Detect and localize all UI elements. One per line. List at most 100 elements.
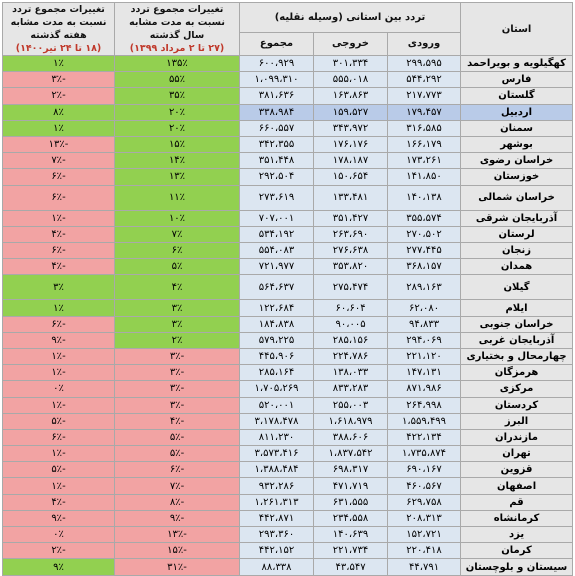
province-cell: یزد: [460, 526, 574, 544]
total-cell: ۳،۱۷۸،۴۷۸: [238, 412, 315, 430]
exit-cell: ۱۴۰،۶۳۹: [313, 526, 389, 544]
header-exit: خروجی: [313, 31, 389, 57]
table-row: آذربایجان شرقی ۳۵۵،۵۷۴ ۳۵۱،۴۲۷ ۷۰۷،۰۰۱ ۱۰٪ -۱…: [2, 209, 574, 227]
province-cell: اردبیل: [460, 103, 574, 121]
weekly-change-cell: ۰٪: [2, 380, 115, 398]
header-traffic: تردد بین استانی (وسیله نقلیه): [238, 2, 462, 33]
weekly-change-cell: -۹٪: [2, 509, 115, 528]
total-cell: ۳۸۱،۶۳۶: [238, 87, 315, 105]
exit-cell: ۱،۶۱۸،۹۷۹: [313, 412, 389, 430]
table-row: چهارمحال و بختیاری ۲۲۱،۱۲۰ ۲۲۴،۷۸۶ ۴۴۵،۹۰۶-…: [2, 347, 574, 366]
total-cell: ۱،۲۶۱،۳۱۳: [238, 493, 315, 511]
province-cell: مرکزی: [460, 380, 574, 398]
entry-cell: ۱۷۳،۲۶۱: [387, 152, 462, 170]
province-cell: آذربایجان شرقی: [460, 209, 574, 227]
total-cell: ۴۴۵،۹۰۶: [238, 347, 315, 366]
exit-cell: ۲۵۵،۰۰۳: [313, 396, 389, 414]
total-cell: ۶۰۰،۹۲۹: [238, 54, 315, 73]
total-cell: ۷۲۱،۹۷۷: [238, 258, 315, 276]
yearly-change-cell: ۱۰٪: [114, 209, 240, 227]
weekly-change-cell: ۸٪: [2, 103, 115, 121]
yearly-change-cell: -۵٪: [114, 428, 240, 447]
header-province: استان: [460, 2, 574, 56]
exit-cell: ۱۳۸،۰۳۳: [313, 364, 389, 382]
yearly-change-cell: ۷٪: [114, 225, 240, 243]
province-cell: خراسان شمالی: [460, 184, 574, 211]
exit-cell: ۶۹۸،۳۱۷: [313, 461, 389, 479]
table-row: کرمانشاه ۲۰۸،۳۱۳ ۲۳۴،۵۵۸ ۴۴۲،۸۷۱ -۹٪ -۹٪: [2, 509, 574, 528]
total-cell: ۳۴۲،۳۵۵: [238, 135, 315, 154]
total-cell: ۴۴۲،۱۵۲: [238, 542, 315, 560]
total-cell: ۳،۵۷۳،۴۱۶: [238, 445, 315, 463]
province-cell: تهران: [460, 445, 574, 463]
entry-cell: ۱۵۲،۷۲۱: [387, 526, 462, 544]
entry-cell: ۲۹۹،۵۹۵: [387, 54, 462, 73]
total-cell: ۱،۳۸۸،۴۸۴: [238, 461, 315, 479]
province-cell: لرستان: [460, 225, 574, 243]
province-cell: کهگیلویه و بویراحمد: [460, 54, 574, 73]
table-row: زنجان ۲۷۷،۴۴۵ ۲۷۶،۶۳۸ ۵۵۴،۰۸۳ ۶٪ -۶٪: [2, 241, 574, 260]
entry-cell: ۶۲،۰۸۰: [387, 299, 462, 317]
weekly-change-cell: -۶٪: [2, 241, 115, 260]
total-cell: ۷۰۷،۰۰۱: [238, 209, 315, 227]
exit-cell: ۴۷۱،۷۱۹: [313, 477, 389, 495]
exit-cell: ۲۲۱،۷۳۴: [313, 542, 389, 560]
yearly-change-cell: ۱۳۵٪: [114, 54, 240, 73]
yearly-change-cell: -۳٪: [114, 347, 240, 366]
yearly-change-cell: -۶٪: [114, 461, 240, 479]
exit-cell: ۱۵۰،۶۵۴: [313, 168, 389, 186]
province-cell: کرمانشاه: [460, 509, 574, 528]
total-cell: ۵۲۰،۰۰۱: [238, 396, 315, 414]
entry-cell: ۱۴۱،۸۵۰: [387, 168, 462, 186]
yearly-change-cell: ۲٪: [114, 331, 240, 349]
weekly-change-cell: -۶٪: [2, 168, 115, 186]
entry-cell: ۲۷۰،۵۰۲: [387, 225, 462, 243]
yearly-change-cell: -۷٪: [114, 477, 240, 495]
yearly-change-cell: -۵٪: [114, 445, 240, 463]
province-cell: هرمزگان: [460, 364, 574, 382]
weekly-change-cell: ۹٪: [2, 558, 115, 576]
table-row: مازندران ۴۲۲،۱۳۴ ۳۸۸،۶۰۶ ۸۱۱،۲۳۰ -۵٪ -۶٪: [2, 428, 574, 447]
exit-cell: ۱،۸۳۷،۵۴۲: [313, 445, 389, 463]
table-row: کهگیلویه و بویراحمد ۲۹۹،۵۹۵ ۳۰۱،۳۳۴ ۶۰۰،۹۲۹…: [2, 54, 574, 73]
yearly-change-cell: -۸٪: [114, 493, 240, 511]
table-row: خوزستان ۱۴۱،۸۵۰ ۱۵۰،۶۵۴ ۲۹۲،۵۰۴ ۱۳٪ -۶٪: [2, 168, 574, 186]
weekly-change-cell: -۱۳٪: [2, 135, 115, 154]
weekly-change-cell: -۶٪: [2, 184, 115, 211]
table-row: بوشهر ۱۶۶،۱۷۹ ۱۷۶،۱۷۶ ۳۴۲،۳۵۵ ۱۵٪ -۱۳٪: [2, 135, 574, 154]
exit-cell: ۹۰،۰۰۵: [313, 315, 389, 333]
province-cell: البرز: [460, 412, 574, 430]
exit-cell: ۲۶۳،۶۹۰: [313, 225, 389, 243]
province-cell: قم: [460, 493, 574, 511]
entry-cell: ۲۸۹،۱۶۳: [387, 274, 462, 301]
total-cell: ۲۹۳،۳۶۰: [238, 526, 315, 544]
header-weekly-range: (۱۸ تا ۲۴ تیر۱۴۰۰): [15, 43, 102, 54]
yearly-change-cell: ۵۵٪: [114, 71, 240, 89]
table-row: لرستان ۲۷۰،۵۰۲ ۲۶۳،۶۹۰ ۵۳۴،۱۹۲ ۷٪ -۴٪: [2, 225, 574, 243]
table-row: سیستان و بلوچستان ۴۴،۷۹۱ ۴۳،۵۴۷ ۸۸،۳۳۸ -۳۱٪ ۹…: [2, 558, 574, 576]
province-cell: گیلان: [460, 274, 574, 301]
exit-cell: ۱۷۶،۱۷۶: [313, 135, 389, 154]
table-row: آذربایجان غربی ۲۹۴،۰۶۹ ۲۸۵،۱۵۶ ۵۷۹،۲۲۵ ۲٪ -۹٪: [2, 331, 574, 349]
exit-cell: ۳۸۸،۶۰۶: [313, 428, 389, 447]
province-cell: کردستان: [460, 396, 574, 414]
total-cell: ۱۸۴،۸۳۸: [238, 315, 315, 333]
header-weekly-text: تغییرات مجموع تردد نسبت به مدت مشابه هفت…: [10, 4, 107, 41]
table-row: تهران ۱،۷۳۵،۸۷۴ ۱،۸۳۷،۵۴۲ ۳،۵۷۳،۴۱۶ -۵٪ -۱٪: [2, 445, 574, 463]
total-cell: ۹۳۲،۲۸۶: [238, 477, 315, 495]
province-cell: خوزستان: [460, 168, 574, 186]
entry-cell: ۸۷۱،۹۸۶: [387, 380, 462, 398]
yearly-change-cell: ۶٪: [114, 241, 240, 260]
yearly-change-cell: -۱۳٪: [114, 526, 240, 544]
exit-cell: ۶۳۱،۵۵۵: [313, 493, 389, 511]
exit-cell: ۱۵۹،۵۲۷: [313, 103, 389, 121]
weekly-change-cell: ۳٪: [2, 274, 115, 301]
province-cell: سمنان: [460, 119, 574, 137]
weekly-change-cell: -۱٪: [2, 364, 115, 382]
entry-cell: ۲۰۸،۳۱۳: [387, 509, 462, 528]
weekly-change-cell: -۱٪: [2, 209, 115, 227]
province-cell: چهارمحال و بختیاری: [460, 347, 574, 366]
entry-cell: ۲۹۴،۰۶۹: [387, 331, 462, 349]
entry-cell: ۳۶۸،۱۵۷: [387, 258, 462, 276]
